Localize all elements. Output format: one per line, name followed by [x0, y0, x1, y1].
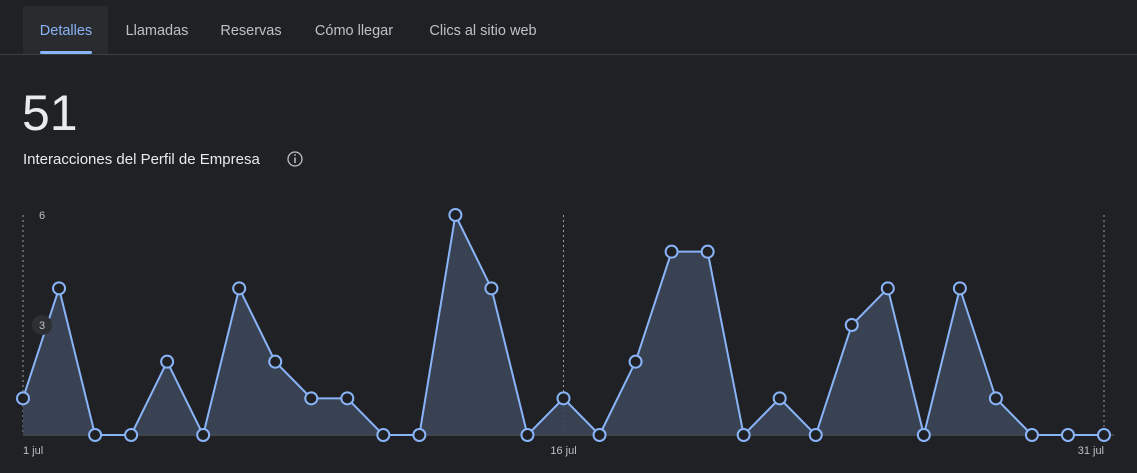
info-dot [294, 154, 296, 156]
point[interactable] [88, 428, 103, 442]
metric-value: 51 [22, 85, 78, 141]
point[interactable] [16, 391, 30, 406]
y-tick-label: 6 [39, 210, 45, 222]
tab[interactable]: Detalles [40, 23, 92, 39]
point[interactable] [952, 281, 967, 296]
point[interactable] [196, 428, 211, 442]
point[interactable] [412, 428, 427, 442]
point[interactable] [1060, 428, 1075, 442]
active-tab-bg [23, 6, 108, 54]
point[interactable] [484, 281, 499, 296]
tab[interactable]: Clics al sitio web [429, 23, 536, 39]
metric-label: Interacciones del Perfil de Empresa [23, 151, 260, 168]
tab-indicator [40, 51, 92, 54]
tab[interactable]: Reservas [220, 23, 281, 39]
point[interactable] [736, 428, 751, 442]
point[interactable] [1024, 428, 1039, 442]
info-icon[interactable] [287, 151, 303, 167]
point[interactable] [376, 428, 391, 442]
point[interactable] [988, 391, 1003, 406]
point[interactable] [808, 428, 823, 442]
point[interactable] [880, 281, 895, 296]
x-tick-label: 16 jul [550, 445, 576, 457]
point[interactable] [844, 318, 859, 332]
tab[interactable]: Cómo llegar [315, 23, 393, 39]
x-tick-label: 1 jul [23, 445, 43, 457]
point[interactable] [592, 428, 607, 442]
info-circle [287, 151, 303, 167]
point[interactable] [628, 354, 643, 369]
point[interactable] [520, 428, 535, 442]
point[interactable] [1097, 428, 1111, 442]
point[interactable] [340, 391, 355, 406]
x-tick-label: 31 jul [1078, 445, 1104, 457]
point[interactable] [124, 428, 139, 442]
point[interactable] [772, 391, 787, 406]
point[interactable] [160, 354, 175, 369]
point[interactable] [556, 391, 571, 406]
point[interactable] [304, 391, 319, 406]
point[interactable] [664, 244, 679, 259]
y-label-bg [32, 315, 52, 335]
tab-bar: Detalles Llamadas Reservas Cómo llegar Clics… [40, 23, 537, 54]
y-tick-label: 3 [39, 320, 45, 332]
chart: 1 jul 16 jul 31 jul 3 6 [16, 208, 1114, 457]
point[interactable] [916, 428, 931, 442]
point[interactable] [268, 354, 283, 369]
point[interactable] [448, 208, 463, 222]
tab[interactable]: Llamadas [126, 23, 189, 39]
point[interactable] [232, 281, 247, 296]
point[interactable] [52, 281, 67, 296]
point[interactable] [700, 244, 715, 259]
